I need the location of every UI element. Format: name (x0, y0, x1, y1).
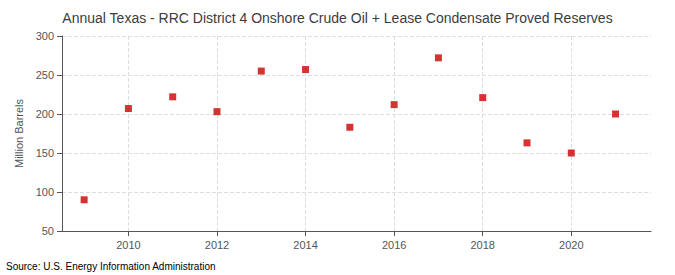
svg-text:Source: U.S. Energy Informatio: Source: U.S. Energy Information Administ… (6, 261, 216, 272)
svg-text:150: 150 (36, 147, 54, 159)
svg-text:2020: 2020 (559, 239, 583, 251)
svg-text:Million Barrels: Million Barrels (13, 98, 25, 168)
svg-text:2010: 2010 (116, 239, 140, 251)
svg-text:2016: 2016 (382, 239, 406, 251)
svg-text:2018: 2018 (470, 239, 494, 251)
svg-text:250: 250 (36, 69, 54, 81)
svg-text:100: 100 (36, 186, 54, 198)
svg-text:Annual Texas - RRC District 4: Annual Texas - RRC District 4 Onshore Cr… (62, 10, 612, 26)
svg-text:2014: 2014 (293, 239, 317, 251)
svg-text:300: 300 (36, 30, 54, 42)
svg-text:200: 200 (36, 108, 54, 120)
svg-text:2012: 2012 (205, 239, 229, 251)
svg-text:50: 50 (42, 225, 54, 237)
